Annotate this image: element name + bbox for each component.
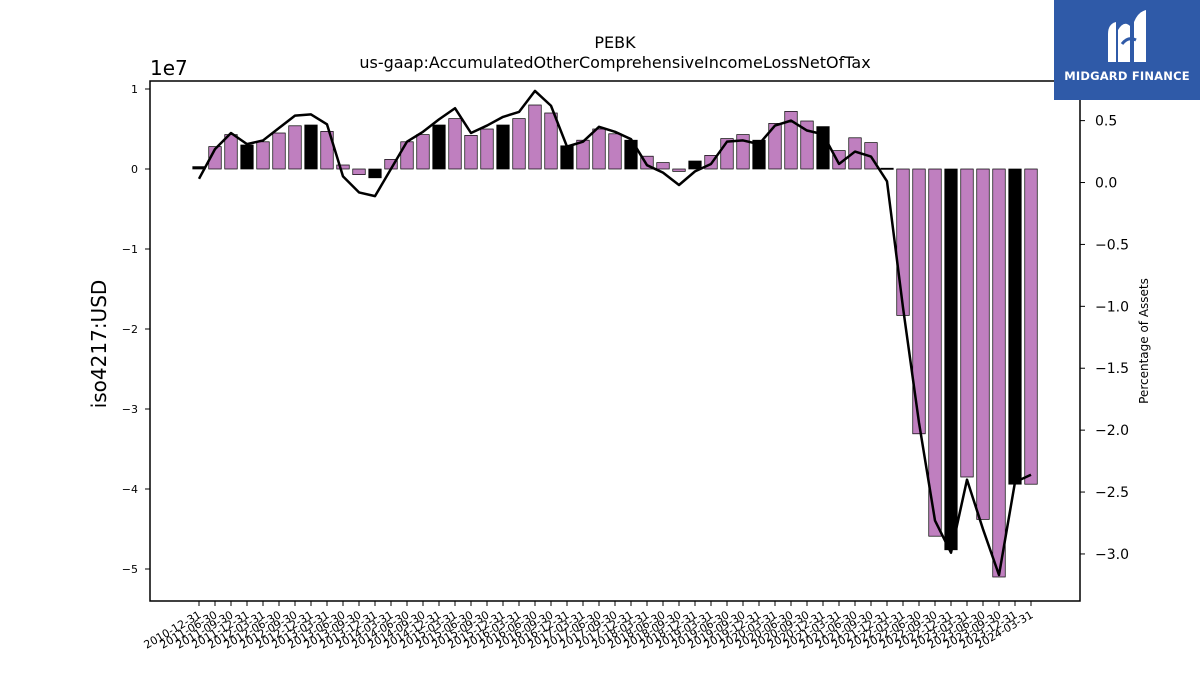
bar-2011-09-30 bbox=[224, 134, 238, 170]
axes-group: 1 0 −1 −2 −3 −4 −5 0.5 0.0 −0.5 −1.0 −1.5 −2.0 −2.5 −3… bbox=[122, 83, 1129, 652]
bar-2016-09-30 bbox=[544, 112, 558, 170]
bar-2022-03-31 bbox=[896, 168, 910, 316]
bar-2017-09-30 bbox=[608, 133, 622, 170]
chart-subtitle: us-gaap:AccumulatedOtherComprehensiveInc… bbox=[359, 53, 870, 72]
bar-2016-12-31 bbox=[560, 145, 574, 170]
bar-2015-03-31 bbox=[448, 118, 462, 170]
bar-2020-03-31 bbox=[768, 123, 782, 170]
bar-2019-09-30 bbox=[736, 134, 750, 170]
y2-tick-label: −1.0 bbox=[1095, 299, 1129, 315]
bar-2020-09-30 bbox=[800, 120, 814, 170]
plot-frame bbox=[149, 80, 1081, 602]
bar-2013-03-31 bbox=[320, 131, 334, 170]
bar-2013-12-31 bbox=[368, 168, 382, 179]
brand-logo: MIDGARD FINANCE bbox=[1054, 0, 1200, 100]
bar-2018-12-31 bbox=[688, 160, 702, 170]
bar-2023-06-30 bbox=[976, 168, 990, 520]
bars-group bbox=[192, 104, 1038, 578]
bar-2016-06-30 bbox=[528, 104, 542, 170]
bar-2022-06-30 bbox=[912, 168, 926, 435]
bar-2023-09-30 bbox=[992, 168, 1006, 578]
y-axis-label: iso4217:USD bbox=[87, 280, 111, 409]
bar-2012-06-30 bbox=[272, 132, 286, 170]
y-tick-label: −2 bbox=[122, 323, 138, 336]
bar-2015-12-31 bbox=[496, 124, 510, 170]
bar-2012-12-31 bbox=[304, 124, 318, 170]
y-tick-label: −1 bbox=[122, 243, 138, 256]
percentage-of-assets-line bbox=[197, 89, 1032, 577]
bar-2019-12-31 bbox=[752, 139, 766, 170]
chart-title: PEBK bbox=[594, 33, 636, 52]
y2-tick-label: 0.5 bbox=[1095, 114, 1117, 130]
bar-2016-03-31 bbox=[512, 118, 526, 170]
y2-axis-label: Percentage of Assets bbox=[1137, 278, 1151, 404]
bar-2018-09-30 bbox=[672, 168, 686, 172]
midgard-logo-icon bbox=[1108, 10, 1146, 62]
bar-2015-09-30 bbox=[480, 128, 494, 170]
bar-2023-03-31 bbox=[960, 168, 974, 478]
bar-2022-09-30 bbox=[928, 168, 942, 537]
bar-2014-09-30 bbox=[416, 134, 430, 170]
logo-text: MIDGARD FINANCE bbox=[1064, 69, 1190, 83]
bar-2013-06-30 bbox=[336, 164, 350, 170]
y2-tick-label: −0.5 bbox=[1095, 237, 1129, 253]
bar-2017-03-31 bbox=[576, 139, 590, 170]
y-multiplier-label: 1e7 bbox=[150, 56, 188, 80]
y2-tick-label: −2.5 bbox=[1095, 485, 1129, 501]
bar-2017-06-30 bbox=[592, 128, 606, 170]
bar-2015-06-30 bbox=[464, 135, 478, 170]
bar-2024-03-31 bbox=[1024, 168, 1038, 485]
y-tick-label: −5 bbox=[122, 563, 138, 576]
y-tick-label: −3 bbox=[122, 403, 138, 416]
bar-2018-06-30 bbox=[656, 162, 670, 170]
y2-tick-label: −3.0 bbox=[1095, 547, 1129, 563]
y2-tick-label: 0.0 bbox=[1095, 176, 1117, 192]
bar-2022-12-31 bbox=[944, 168, 958, 551]
y2-tick-label: −1.5 bbox=[1095, 361, 1129, 377]
bar-2023-12-31 bbox=[1008, 168, 1022, 485]
y-tick-label: 1 bbox=[131, 83, 138, 96]
bar-2014-06-30 bbox=[400, 141, 414, 170]
bar-2013-09-30 bbox=[352, 168, 366, 175]
line-group bbox=[197, 89, 1032, 577]
bar-2021-12-31 bbox=[880, 167, 894, 170]
bar-2011-12-31 bbox=[240, 144, 254, 170]
y-tick-label: −4 bbox=[122, 483, 138, 496]
y2-tick-label: −2.0 bbox=[1095, 423, 1129, 439]
y-tick-label: 0 bbox=[131, 163, 138, 176]
bar-2012-03-31 bbox=[256, 141, 270, 170]
bar-2014-12-31 bbox=[432, 124, 446, 170]
bar-2011-06-30 bbox=[208, 146, 222, 170]
bar-2020-06-30 bbox=[784, 111, 798, 170]
bar-2012-09-30 bbox=[288, 125, 302, 170]
